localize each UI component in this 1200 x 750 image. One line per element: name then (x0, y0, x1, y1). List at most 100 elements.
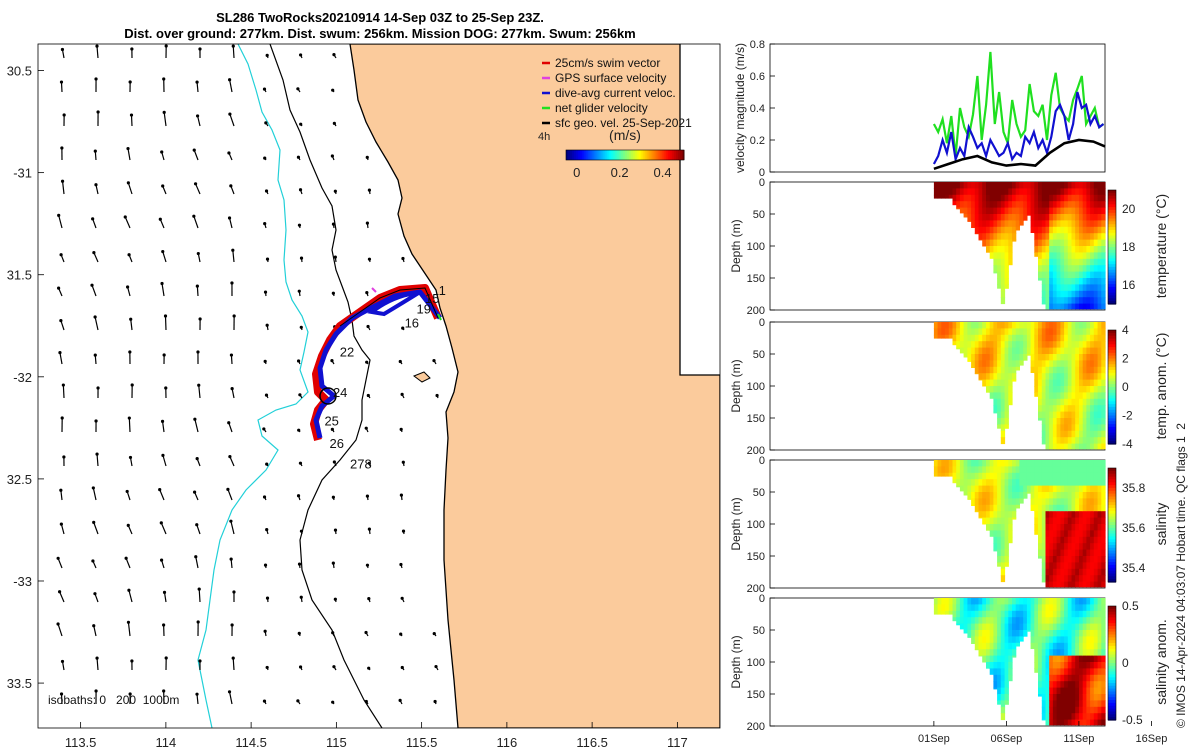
heatmap-cell (1064, 674, 1069, 682)
heatmap-cell (1079, 207, 1084, 215)
heatmap-cell (997, 194, 1002, 202)
heatmap-cell (1049, 719, 1054, 726)
heatmap-cell (1049, 379, 1054, 387)
heatmap-cell (1049, 524, 1054, 531)
heatmap-cell (1082, 530, 1087, 538)
heatmap-cell (1082, 479, 1087, 487)
heatmap-cell (993, 398, 998, 406)
heatmap-cell (993, 220, 998, 228)
geo-velocity-arrow-head (367, 257, 372, 261)
heatmap-cell (1075, 623, 1080, 631)
heatmap-cell (956, 188, 961, 196)
heatmap-cell (1067, 201, 1073, 209)
heatmap-cell (1079, 328, 1084, 336)
heatmap-cell (1064, 303, 1069, 310)
heatmap-cell (1060, 662, 1065, 669)
heatmap-cell (1000, 354, 1006, 361)
heatmap-cell (1075, 479, 1080, 487)
heatmap-cell (1056, 575, 1061, 583)
heatmap-cell (1093, 360, 1099, 368)
heatmap-cell (1082, 466, 1087, 474)
heatmap-cell (1026, 347, 1032, 355)
heatmap-cell (982, 214, 987, 221)
heatmap-cell (993, 530, 998, 538)
heatmap-cell (1067, 472, 1073, 480)
heatmap-cell (1045, 398, 1050, 406)
section-colorbar-cell (1108, 643, 1116, 647)
heatmap-cell (1060, 258, 1065, 266)
heatmap-cell (993, 517, 998, 525)
heatmap-cell (1008, 630, 1013, 637)
heatmap-cell (1064, 411, 1069, 419)
heatmap-cell (997, 655, 1002, 663)
heatmap-cell (1038, 549, 1043, 557)
heatmap-cell (1004, 194, 1009, 202)
colorbar-title: (m/s) (609, 127, 641, 143)
heatmap-cell (1067, 610, 1073, 618)
heatmap-cell (997, 649, 1002, 657)
heatmap-cell (1086, 543, 1091, 551)
heatmap-cell (945, 598, 950, 605)
heatmap-cell (1041, 226, 1047, 234)
map-y-tick-label: -33 (13, 574, 32, 589)
heatmap-cell (1012, 334, 1017, 342)
colorbar-cell (579, 150, 583, 160)
heatmap-cell (974, 460, 980, 467)
heatmap-cell (1038, 373, 1043, 381)
heatmap-cell (1079, 472, 1084, 480)
heatmap-cell (945, 460, 950, 467)
heatmap-cell (1064, 460, 1069, 467)
heatmap-cell (1004, 220, 1009, 228)
heatmap-cell (1086, 354, 1091, 361)
heatmap-cell (1038, 598, 1043, 605)
heatmap-cell (1086, 466, 1091, 474)
section-colorbar-cell (1108, 691, 1116, 695)
geo-velocity-arrow (59, 591, 65, 603)
heatmap-cell (1049, 700, 1054, 708)
heatmap-cell (1045, 498, 1050, 506)
heatmap-cell (967, 472, 972, 480)
geo-velocity-arrow-head (160, 281, 164, 286)
heatmap-cell (1052, 188, 1058, 196)
heatmap-cell (1067, 290, 1073, 298)
heatmap-cell (1041, 182, 1047, 189)
heatmap-cell (1079, 379, 1084, 387)
section-colorbar-cell (1108, 355, 1116, 360)
geo-velocity-arrow-head (158, 488, 162, 492)
heatmap-cell (1056, 543, 1061, 551)
heatmap-cell (1004, 347, 1009, 355)
section-colorbar-cell (1108, 238, 1116, 242)
heatmap-cell (1064, 662, 1069, 669)
heatmap-cell (1067, 674, 1073, 682)
heatmap-cell (982, 485, 987, 493)
heatmap-cell (1090, 472, 1095, 480)
heatmap-cell (974, 598, 980, 605)
heatmap-cell (1056, 517, 1061, 525)
section-colorbar-cell (1108, 702, 1116, 707)
heatmap-cell (1093, 556, 1099, 563)
section-colorbar-cell (1108, 441, 1116, 445)
heatmap-cell (1067, 182, 1073, 189)
geo-velocity-arrow-head (364, 426, 368, 430)
heatmap-cell (1045, 668, 1050, 676)
heatmap-cell (982, 182, 987, 189)
heatmap-cell (1086, 405, 1091, 413)
geo-velocity-arrow-head (192, 214, 196, 218)
heatmap-cell (1097, 536, 1102, 544)
heatmap-cell (963, 623, 968, 631)
heatmap-cell (1086, 655, 1091, 663)
heatmap-cell (959, 466, 965, 474)
heatmap-cell (1067, 334, 1073, 342)
heatmap-cell (1075, 543, 1080, 551)
heatmap-cell (1041, 246, 1047, 253)
heatmap-cell (989, 373, 994, 381)
heatmap-cell (1049, 472, 1054, 480)
heatmap-cell (982, 347, 987, 355)
heatmap-cell (1000, 405, 1006, 413)
heatmap-cell (937, 460, 942, 467)
heatmap-cell (1049, 328, 1054, 336)
colorbar-cell (652, 150, 655, 160)
heatmap-cell (1101, 674, 1106, 682)
heatmap-cell (971, 188, 976, 196)
heatmap-cell (1008, 649, 1013, 657)
